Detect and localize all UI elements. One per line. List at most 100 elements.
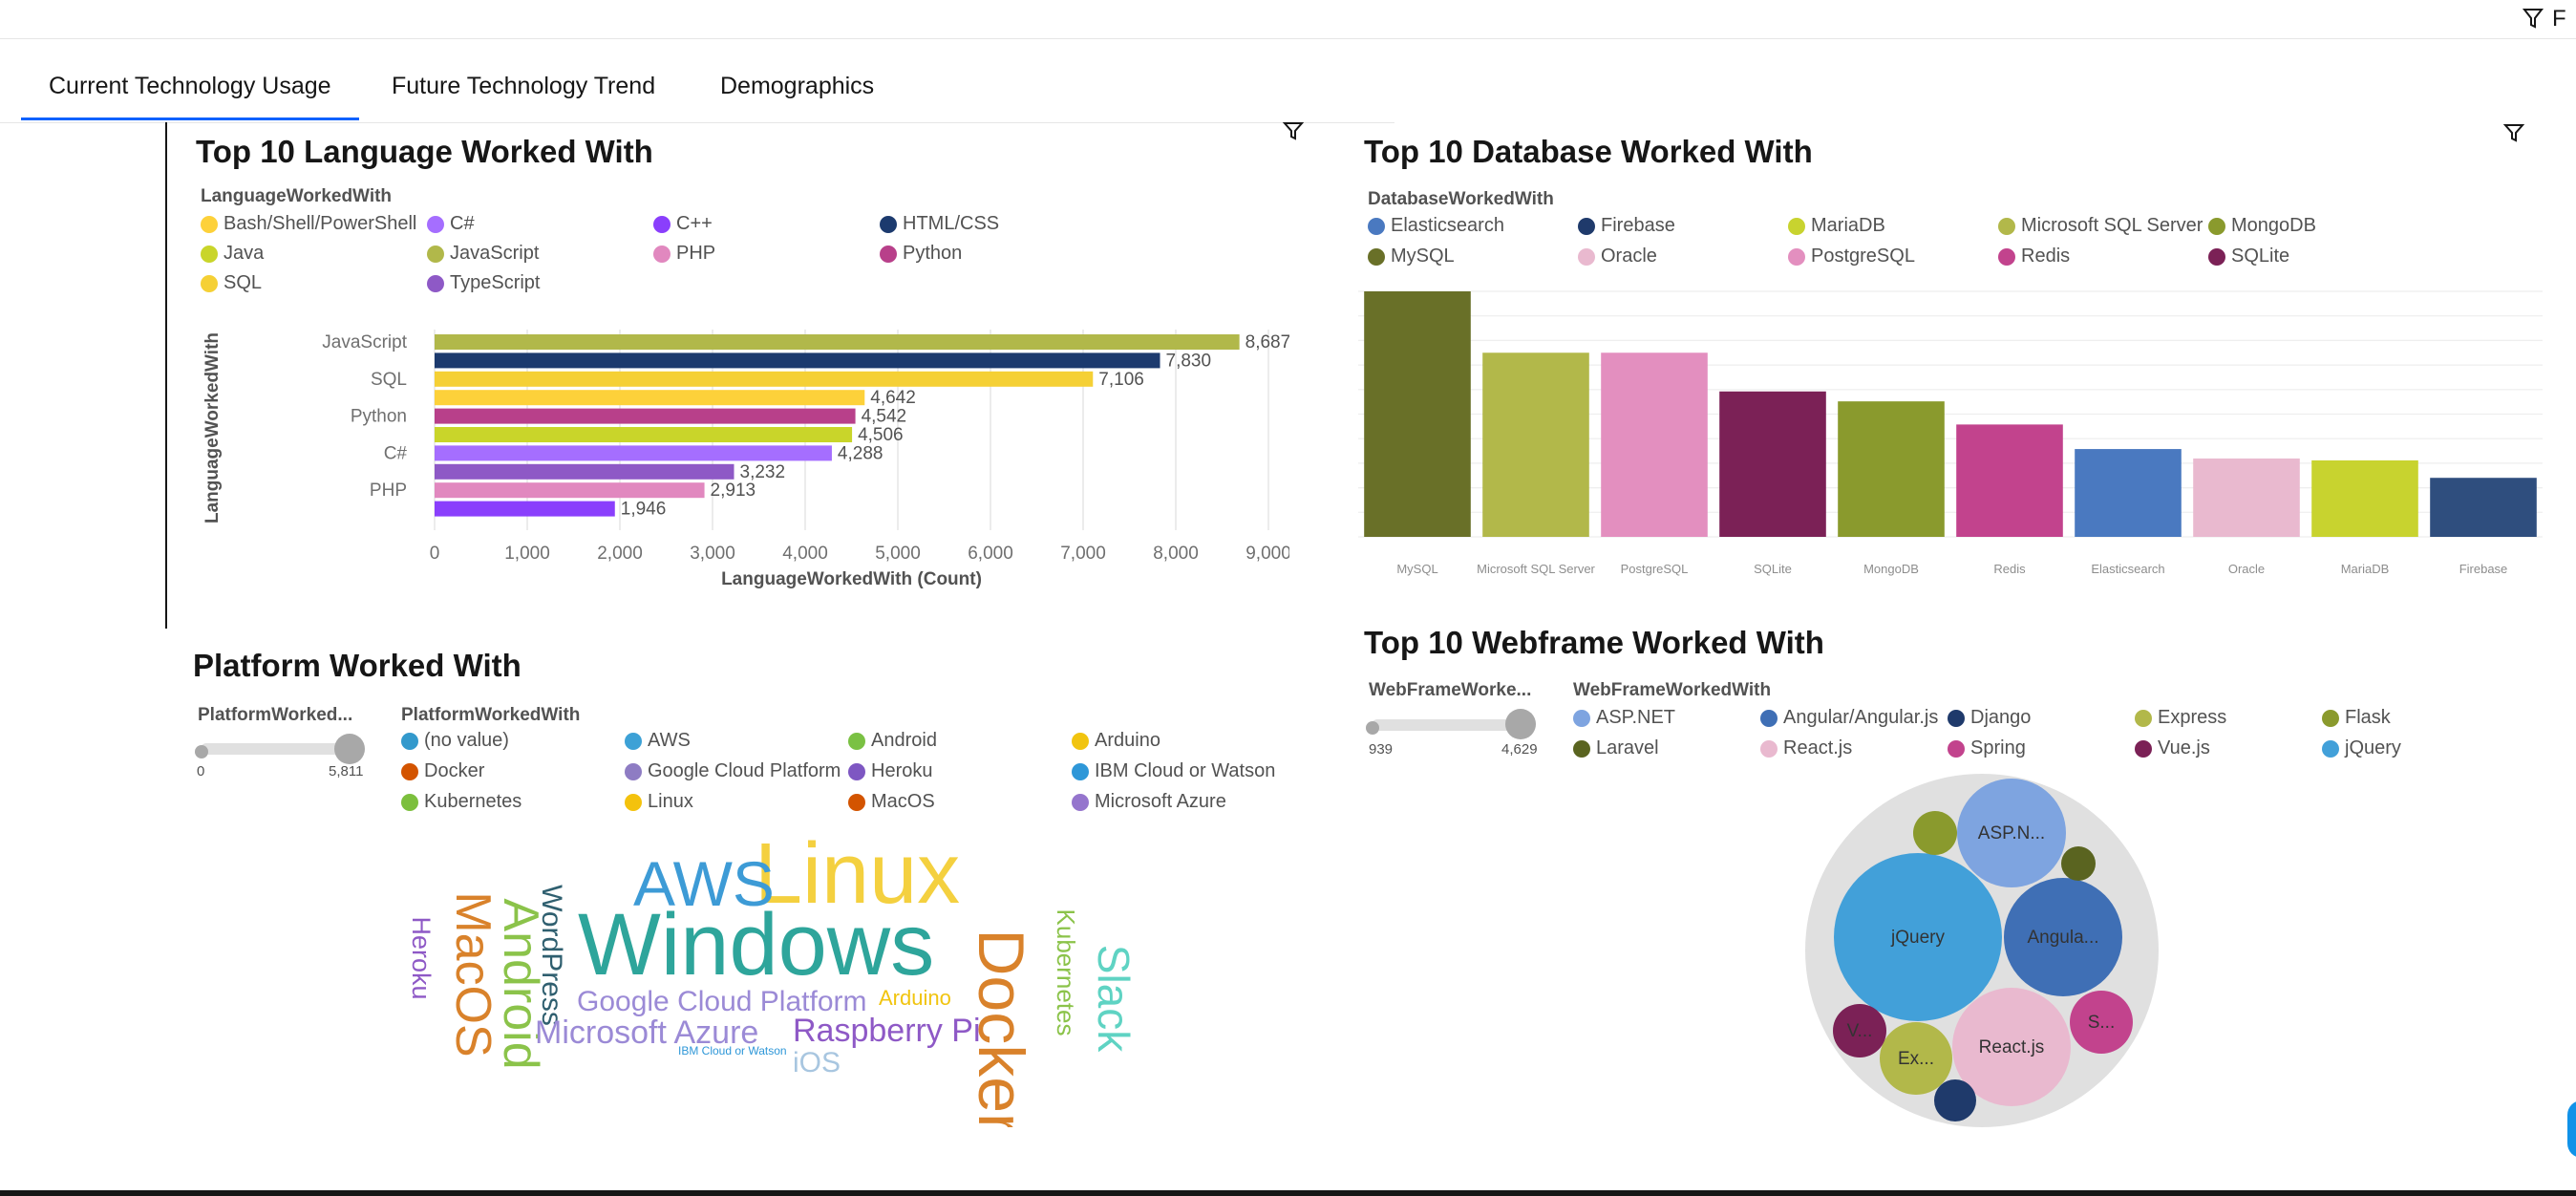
- bubble-flask[interactable]: [1913, 811, 1957, 855]
- word-heroku[interactable]: Heroku: [407, 916, 436, 999]
- word-microsoft-azure[interactable]: Microsoft Azure: [535, 1014, 758, 1051]
- bubble-vue[interactable]: [1833, 1004, 1886, 1057]
- language-bar-typescript[interactable]: [435, 463, 734, 480]
- word-windows[interactable]: Windows: [578, 896, 934, 993]
- database-legend-item-elasticsearch[interactable]: Elasticsearch: [1368, 215, 1504, 237]
- database-bar-elasticsearch[interactable]: [2075, 449, 2182, 537]
- language-bar-c[interactable]: [435, 445, 832, 461]
- word-arduino[interactable]: Arduino: [879, 986, 951, 1010]
- language-bar-java[interactable]: [435, 427, 853, 442]
- database-bar-sqlite[interactable]: [1719, 391, 1826, 537]
- database-legend-item-redis[interactable]: Redis: [1998, 246, 2070, 267]
- platform-legend-item-arduino[interactable]: Arduino: [1072, 730, 1160, 752]
- legend-label: Heroku: [871, 760, 933, 781]
- database-bar-mysql[interactable]: [1364, 291, 1471, 537]
- language-legend-item-html-css[interactable]: HTML/CSS: [880, 213, 999, 235]
- platform-legend-item-android[interactable]: Android: [848, 730, 937, 752]
- bubble-angular[interactable]: [2004, 878, 2122, 996]
- platform-legend-item-microsoft-azure[interactable]: Microsoft Azure: [1072, 791, 1226, 813]
- database-bar-postgresql[interactable]: [1601, 352, 1708, 537]
- word-ibm-cloud-or-watson[interactable]: IBM Cloud or Watson: [678, 1044, 787, 1057]
- database-bar-microsoft-sql-server[interactable]: [1482, 352, 1589, 537]
- webframe-legend-item-react-js[interactable]: React.js: [1760, 737, 1852, 759]
- webframe-legend-item-jquery[interactable]: jQuery: [2322, 737, 2401, 759]
- database-bar-firebase[interactable]: [2430, 478, 2537, 537]
- bubble-aspnet[interactable]: [1957, 779, 2066, 887]
- word-aws[interactable]: AWS: [633, 848, 775, 919]
- language-bar-javascript[interactable]: [435, 334, 1240, 350]
- word-docker[interactable]: Docker: [965, 929, 1037, 1127]
- word-slack[interactable]: Slack: [1089, 945, 1139, 1053]
- platform-legend-item-no-value[interactable]: (no value): [401, 730, 509, 752]
- language-legend-item-php[interactable]: PHP: [653, 243, 715, 265]
- language-filter-icon[interactable]: [1282, 120, 1305, 143]
- database-legend-item-mysql[interactable]: MySQL: [1368, 246, 1455, 267]
- platform-legend-item-docker[interactable]: Docker: [401, 760, 484, 782]
- filter-label[interactable]: F: [2552, 6, 2566, 32]
- database-legend-item-postgresql[interactable]: PostgreSQL: [1788, 246, 1915, 267]
- language-legend-item-java[interactable]: Java: [201, 243, 264, 265]
- platform-legend-item-heroku[interactable]: Heroku: [848, 760, 932, 782]
- language-bar-html-css[interactable]: [435, 352, 1160, 369]
- platform-legend-item-macos[interactable]: MacOS: [848, 791, 935, 813]
- platform-legend-item-kubernetes[interactable]: Kubernetes: [401, 791, 522, 813]
- database-legend-item-mariadb[interactable]: MariaDB: [1788, 215, 1885, 237]
- help-button[interactable]: [2567, 1100, 2576, 1158]
- tab-future-technology-trend[interactable]: Future Technology Trend: [392, 73, 656, 99]
- language-legend-item-javascript[interactable]: JavaScript: [427, 243, 539, 265]
- language-legend-item-python[interactable]: Python: [880, 243, 962, 265]
- webframe-legend-item-flask[interactable]: Flask: [2322, 707, 2391, 729]
- webframe-legend-item-django[interactable]: Django: [1948, 707, 2031, 729]
- webframe-legend-item-vue-js[interactable]: Vue.js: [2135, 737, 2210, 759]
- language-legend-item-typescript[interactable]: TypeScript: [427, 272, 540, 294]
- database-legend-item-sqlite[interactable]: SQLite: [2208, 246, 2289, 267]
- language-legend-item-c[interactable]: C++: [653, 213, 713, 235]
- language-bar-python[interactable]: [435, 408, 856, 424]
- word-macos[interactable]: MacOS: [445, 891, 500, 1057]
- language-legend-item-c[interactable]: C#: [427, 213, 475, 235]
- database-legend-item-mongodb[interactable]: MongoDB: [2208, 215, 2316, 237]
- database-bar-mongodb[interactable]: [1838, 401, 1945, 537]
- database-filter-icon[interactable]: [2502, 122, 2525, 145]
- tab-demographics[interactable]: Demographics: [720, 73, 875, 99]
- filter-icon[interactable]: [2522, 6, 2544, 31]
- database-bar-redis[interactable]: [1956, 424, 2063, 537]
- webframe-legend-item-asp-net[interactable]: ASP.NET: [1573, 707, 1675, 729]
- database-bar-oracle[interactable]: [2193, 458, 2300, 537]
- bubble-express[interactable]: [1880, 1022, 1952, 1095]
- language-bar-bash-shell-powershell[interactable]: [435, 390, 865, 406]
- database-bar-mariadb[interactable]: [2311, 459, 2418, 537]
- word-google-cloud-platform[interactable]: Google Cloud Platform: [577, 986, 867, 1017]
- word-wordpress[interactable]: WordPress: [536, 885, 567, 1026]
- word-linux[interactable]: Linux: [755, 826, 960, 922]
- bubble-laravel[interactable]: [2061, 846, 2096, 881]
- platform-legend-item-linux[interactable]: Linux: [625, 791, 693, 813]
- language-bar-c[interactable]: [435, 501, 615, 517]
- platform-legend-item-ibm-cloud-or-watson[interactable]: IBM Cloud or Watson: [1072, 760, 1275, 782]
- language-legend-item-sql[interactable]: SQL: [201, 272, 262, 294]
- language-legend-item-bash-shell-powershell[interactable]: Bash/Shell/PowerShell: [201, 213, 416, 235]
- language-bar-php[interactable]: [435, 482, 705, 499]
- word-android[interactable]: Android: [493, 898, 548, 1069]
- word-ios[interactable]: iOS: [793, 1047, 841, 1079]
- language-x-tick: 5,000: [875, 544, 921, 564]
- platform-legend-item-aws[interactable]: AWS: [625, 730, 691, 752]
- webframe-legend-item-laravel[interactable]: Laravel: [1573, 737, 1659, 759]
- platform-size-slider[interactable]: [201, 743, 363, 755]
- word-raspberry-pi[interactable]: Raspberry Pi: [793, 1013, 981, 1049]
- bubble-jquery[interactable]: [1834, 853, 2002, 1021]
- webframe-size-slider[interactable]: [1372, 719, 1534, 731]
- word-kubernetes[interactable]: Kubernetes: [1052, 909, 1080, 1036]
- bubble-django[interactable]: [1934, 1079, 1976, 1121]
- platform-legend-item-google-cloud-platform[interactable]: Google Cloud Platform: [625, 760, 841, 782]
- bubble-react[interactable]: [1952, 988, 2071, 1106]
- tab-current-technology-usage[interactable]: Current Technology Usage: [49, 73, 331, 99]
- database-legend-item-firebase[interactable]: Firebase: [1578, 215, 1675, 237]
- language-bar-sql[interactable]: [435, 371, 1094, 387]
- database-legend-item-oracle[interactable]: Oracle: [1578, 246, 1657, 267]
- database-legend-item-microsoft-sql-server[interactable]: Microsoft SQL Server: [1998, 215, 2203, 237]
- webframe-legend-item-angular-angular-js[interactable]: Angular/Angular.js: [1760, 707, 1938, 729]
- webframe-legend-item-spring[interactable]: Spring: [1948, 737, 2026, 759]
- webframe-legend-item-express[interactable]: Express: [2135, 707, 2226, 729]
- bubble-spring[interactable]: [2070, 991, 2133, 1054]
